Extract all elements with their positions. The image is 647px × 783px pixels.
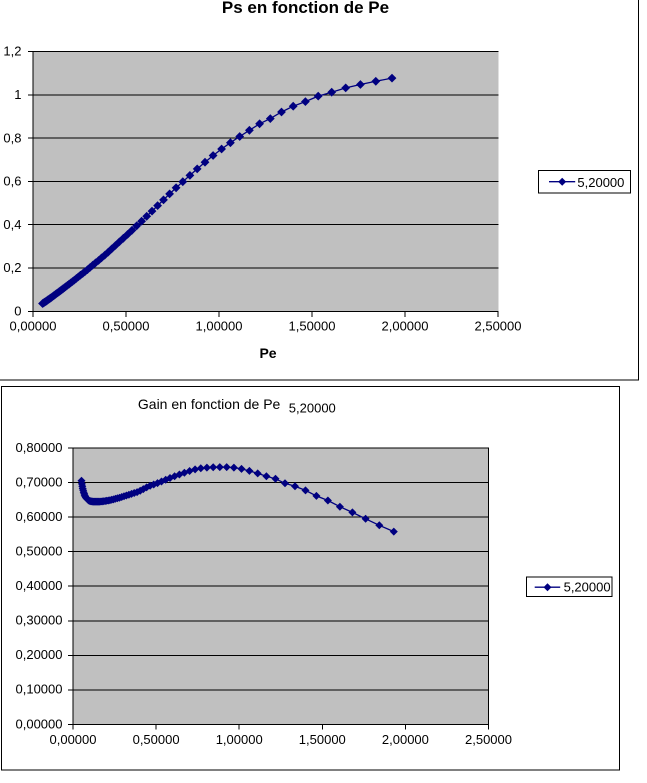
svg-text:0: 0 <box>14 304 21 319</box>
svg-text:2,00000: 2,00000 <box>382 732 429 747</box>
svg-text:5,20000: 5,20000 <box>577 175 624 190</box>
svg-text:0,50000: 0,50000 <box>103 319 150 334</box>
svg-text:2,50000: 2,50000 <box>465 732 512 747</box>
svg-text:1,00000: 1,00000 <box>196 319 243 334</box>
svg-text:1,2: 1,2 <box>3 44 21 59</box>
svg-text:Pe: Pe <box>259 345 276 361</box>
svg-text:2,50000: 2,50000 <box>475 319 522 334</box>
svg-text:0,10000: 0,10000 <box>16 682 63 697</box>
svg-text:2,00000: 2,00000 <box>382 319 429 334</box>
svg-text:0,00000: 0,00000 <box>10 319 57 334</box>
svg-text:1,00000: 1,00000 <box>216 732 263 747</box>
svg-text:0,00000: 0,00000 <box>50 732 97 747</box>
svg-text:1,50000: 1,50000 <box>289 319 336 334</box>
svg-text:Ps en fonction de Pe: Ps en fonction de Pe <box>222 0 389 17</box>
svg-text:1,50000: 1,50000 <box>299 732 346 747</box>
svg-text:0,40000: 0,40000 <box>16 578 63 593</box>
svg-text:0,2: 0,2 <box>3 260 21 275</box>
svg-text:0,30000: 0,30000 <box>16 613 63 628</box>
svg-text:0,60000: 0,60000 <box>16 509 63 524</box>
svg-text:5,20000: 5,20000 <box>564 580 611 595</box>
svg-text:Gain en fonction de Pe: Gain en fonction de Pe <box>138 396 281 412</box>
svg-text:1: 1 <box>14 87 21 102</box>
svg-text:5,20000: 5,20000 <box>289 401 336 416</box>
svg-text:0,8: 0,8 <box>3 130 21 145</box>
svg-text:0,4: 0,4 <box>3 217 21 232</box>
svg-text:0,6: 0,6 <box>3 174 21 189</box>
svg-text:0,00000: 0,00000 <box>16 716 63 731</box>
svg-text:0,20000: 0,20000 <box>16 647 63 662</box>
svg-text:0,80000: 0,80000 <box>16 440 63 455</box>
svg-text:0,50000: 0,50000 <box>133 732 180 747</box>
svg-text:0,50000: 0,50000 <box>16 544 63 559</box>
svg-text:0,70000: 0,70000 <box>16 474 63 489</box>
